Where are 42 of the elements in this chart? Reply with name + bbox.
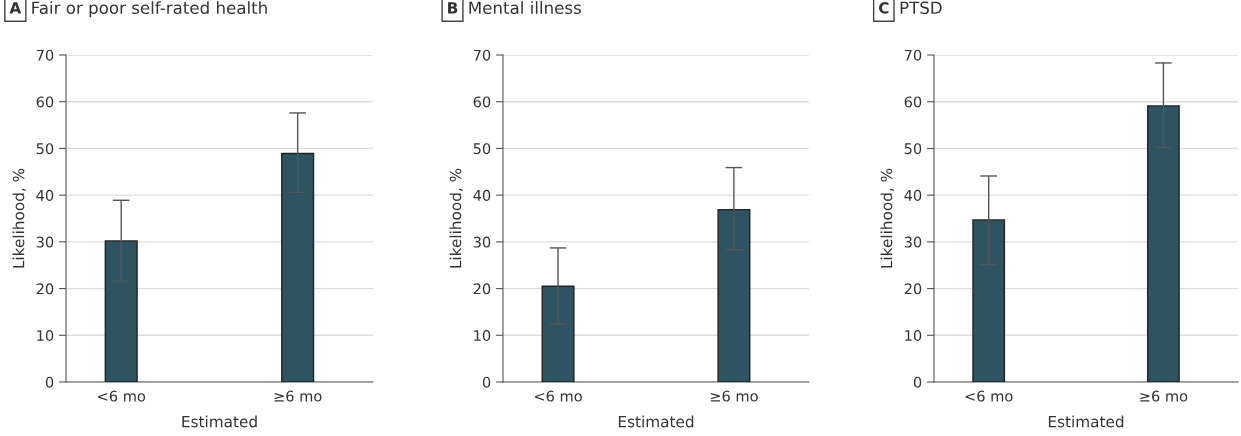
x-tick-label: <6 mo [965, 390, 1013, 402]
y-tick-label: 40 [36, 189, 54, 201]
x-tick-label: ≥6 mo [274, 390, 322, 402]
y-tick-label: 0 [913, 376, 922, 388]
chart-title: PTSD [900, 1, 942, 15]
y-tick-label: 40 [473, 189, 491, 201]
y-axis-title: Likelihood, % [880, 168, 894, 268]
y-tick-label: 70 [904, 49, 922, 61]
x-tick-label: ≥6 mo [1140, 390, 1188, 402]
y-tick-label: 60 [904, 96, 922, 108]
y-tick-label: 30 [36, 236, 54, 248]
y-tick-label: 10 [474, 330, 491, 342]
text: C [879, 2, 889, 14]
x-tick-label: <6 mo [98, 390, 146, 402]
y-tick-label: 0 [482, 376, 491, 388]
y-axis-title: Likelihood, % [449, 168, 463, 268]
y-tick-label: 70 [473, 49, 491, 61]
y-tick-label: 10 [905, 330, 922, 342]
y-tick-label: 10 [37, 330, 54, 342]
x-axis-title: Estimated [1048, 415, 1124, 428]
y-tick-label: 50 [473, 143, 491, 155]
x-tick-label: <6 mo [534, 390, 582, 402]
y-tick-label: 30 [904, 236, 922, 248]
y-axis-title: Likelihood, % [12, 168, 26, 268]
x-tick-label: ≥6 mo [710, 390, 758, 402]
x-axis-title: Estimated [618, 415, 694, 428]
y-tick-label: 50 [904, 143, 922, 155]
y-tick-label: 20 [904, 283, 922, 295]
chart-title: Fair or poor self-rated health [32, 1, 267, 18]
y-tick-label: 20 [36, 283, 54, 295]
chart-title: Mental illness [469, 1, 581, 15]
y-tick-label: 40 [904, 189, 922, 201]
y-tick-label: 50 [36, 143, 54, 155]
x-axis-title: Estimated [182, 415, 257, 428]
text: B [448, 2, 458, 14]
y-tick-label: 20 [473, 283, 491, 295]
y-tick-label: 70 [36, 49, 54, 61]
text: A [9, 2, 22, 14]
y-tick-label: 0 [45, 376, 54, 388]
y-tick-label: 60 [473, 96, 491, 108]
y-tick-label: 60 [36, 96, 54, 108]
y-tick-label: 30 [473, 236, 491, 248]
